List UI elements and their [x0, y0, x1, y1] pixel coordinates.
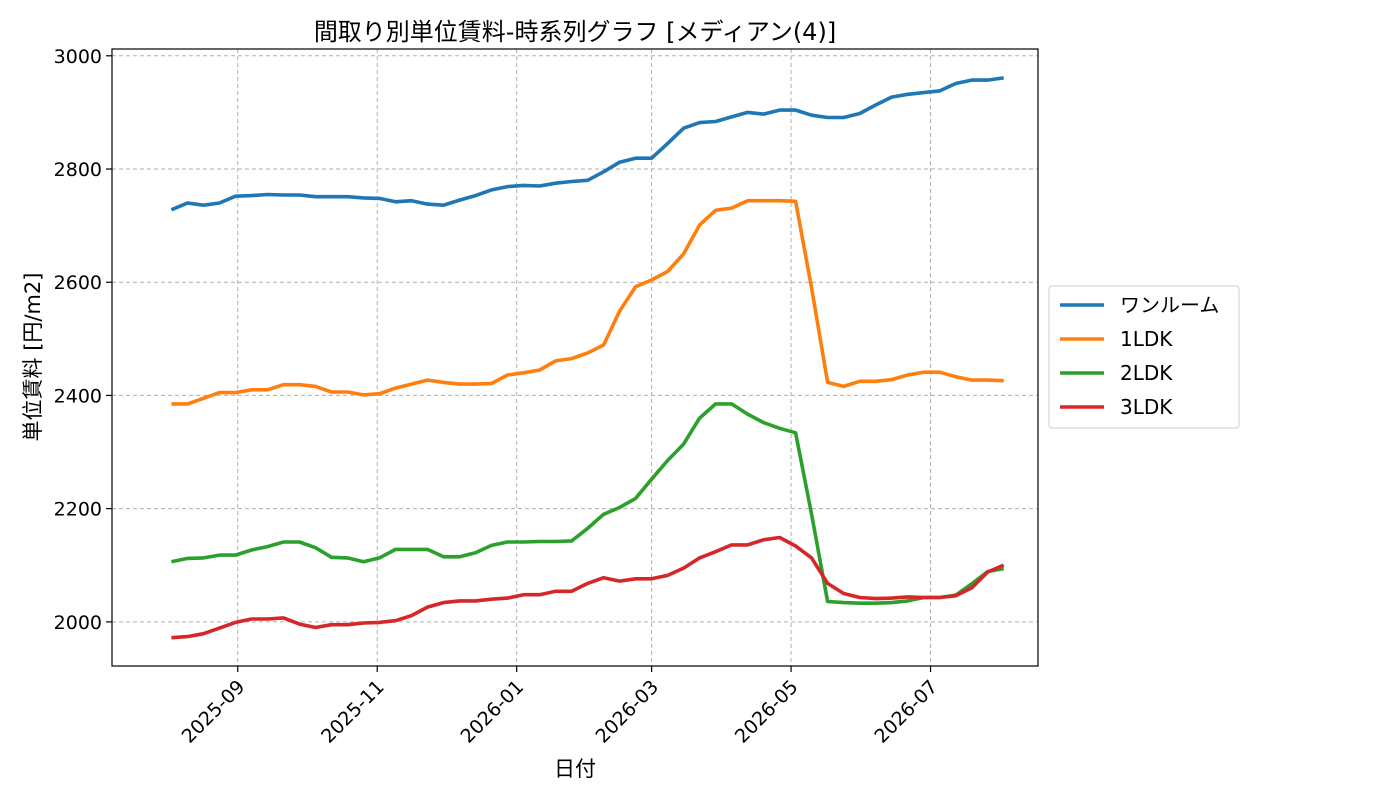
legend: ワンルーム 1LDK 2LDK 3LDK	[1048, 285, 1240, 429]
x-tick-label: 2026-07	[870, 676, 942, 748]
x-tick-label: 2026-05	[731, 676, 803, 748]
legend-frame	[1048, 285, 1240, 429]
chart-title: 間取り別単位賃料-時系列グラフ [メディアン(4)]	[314, 18, 836, 46]
y-axis-label: 単位賃料 [円/m2]	[21, 273, 45, 442]
series-line-3	[171, 402, 1005, 606]
x-tick-label: 2025-11	[317, 676, 389, 748]
y-tick-label: 3000	[54, 46, 102, 68]
y-tick-label: 2200	[54, 499, 102, 521]
series-line-2	[171, 198, 1004, 406]
legend-label: 2LDK	[1120, 361, 1173, 385]
grid-lines	[112, 49, 1038, 666]
y-tick-label: 2800	[54, 159, 102, 181]
y-tick-label: 2600	[54, 272, 102, 294]
y-tick-label: 2000	[54, 612, 102, 634]
series-line-1	[170, 76, 1004, 212]
x-tick-label: 2026-03	[591, 676, 663, 748]
x-tick-label: 2025-09	[178, 676, 250, 748]
y-tick-label: 2400	[54, 385, 102, 407]
legend-label: 1LDK	[1120, 327, 1173, 351]
y-axis: 2000 2200 2400 2600 2800 3000	[54, 46, 112, 634]
x-axis: 2025-09 2025-11 2026-01 2026-03 2026-05 2026-…	[178, 666, 942, 748]
legend-label: ワンルーム	[1120, 293, 1219, 317]
plot-area-frame	[111, 48, 1039, 667]
x-axis-label: 日付	[554, 757, 596, 781]
legend-label: 3LDK	[1120, 395, 1173, 419]
x-tick-label: 2026-01	[457, 676, 529, 748]
series-lines	[170, 76, 1005, 640]
series-line-4	[171, 535, 1005, 640]
